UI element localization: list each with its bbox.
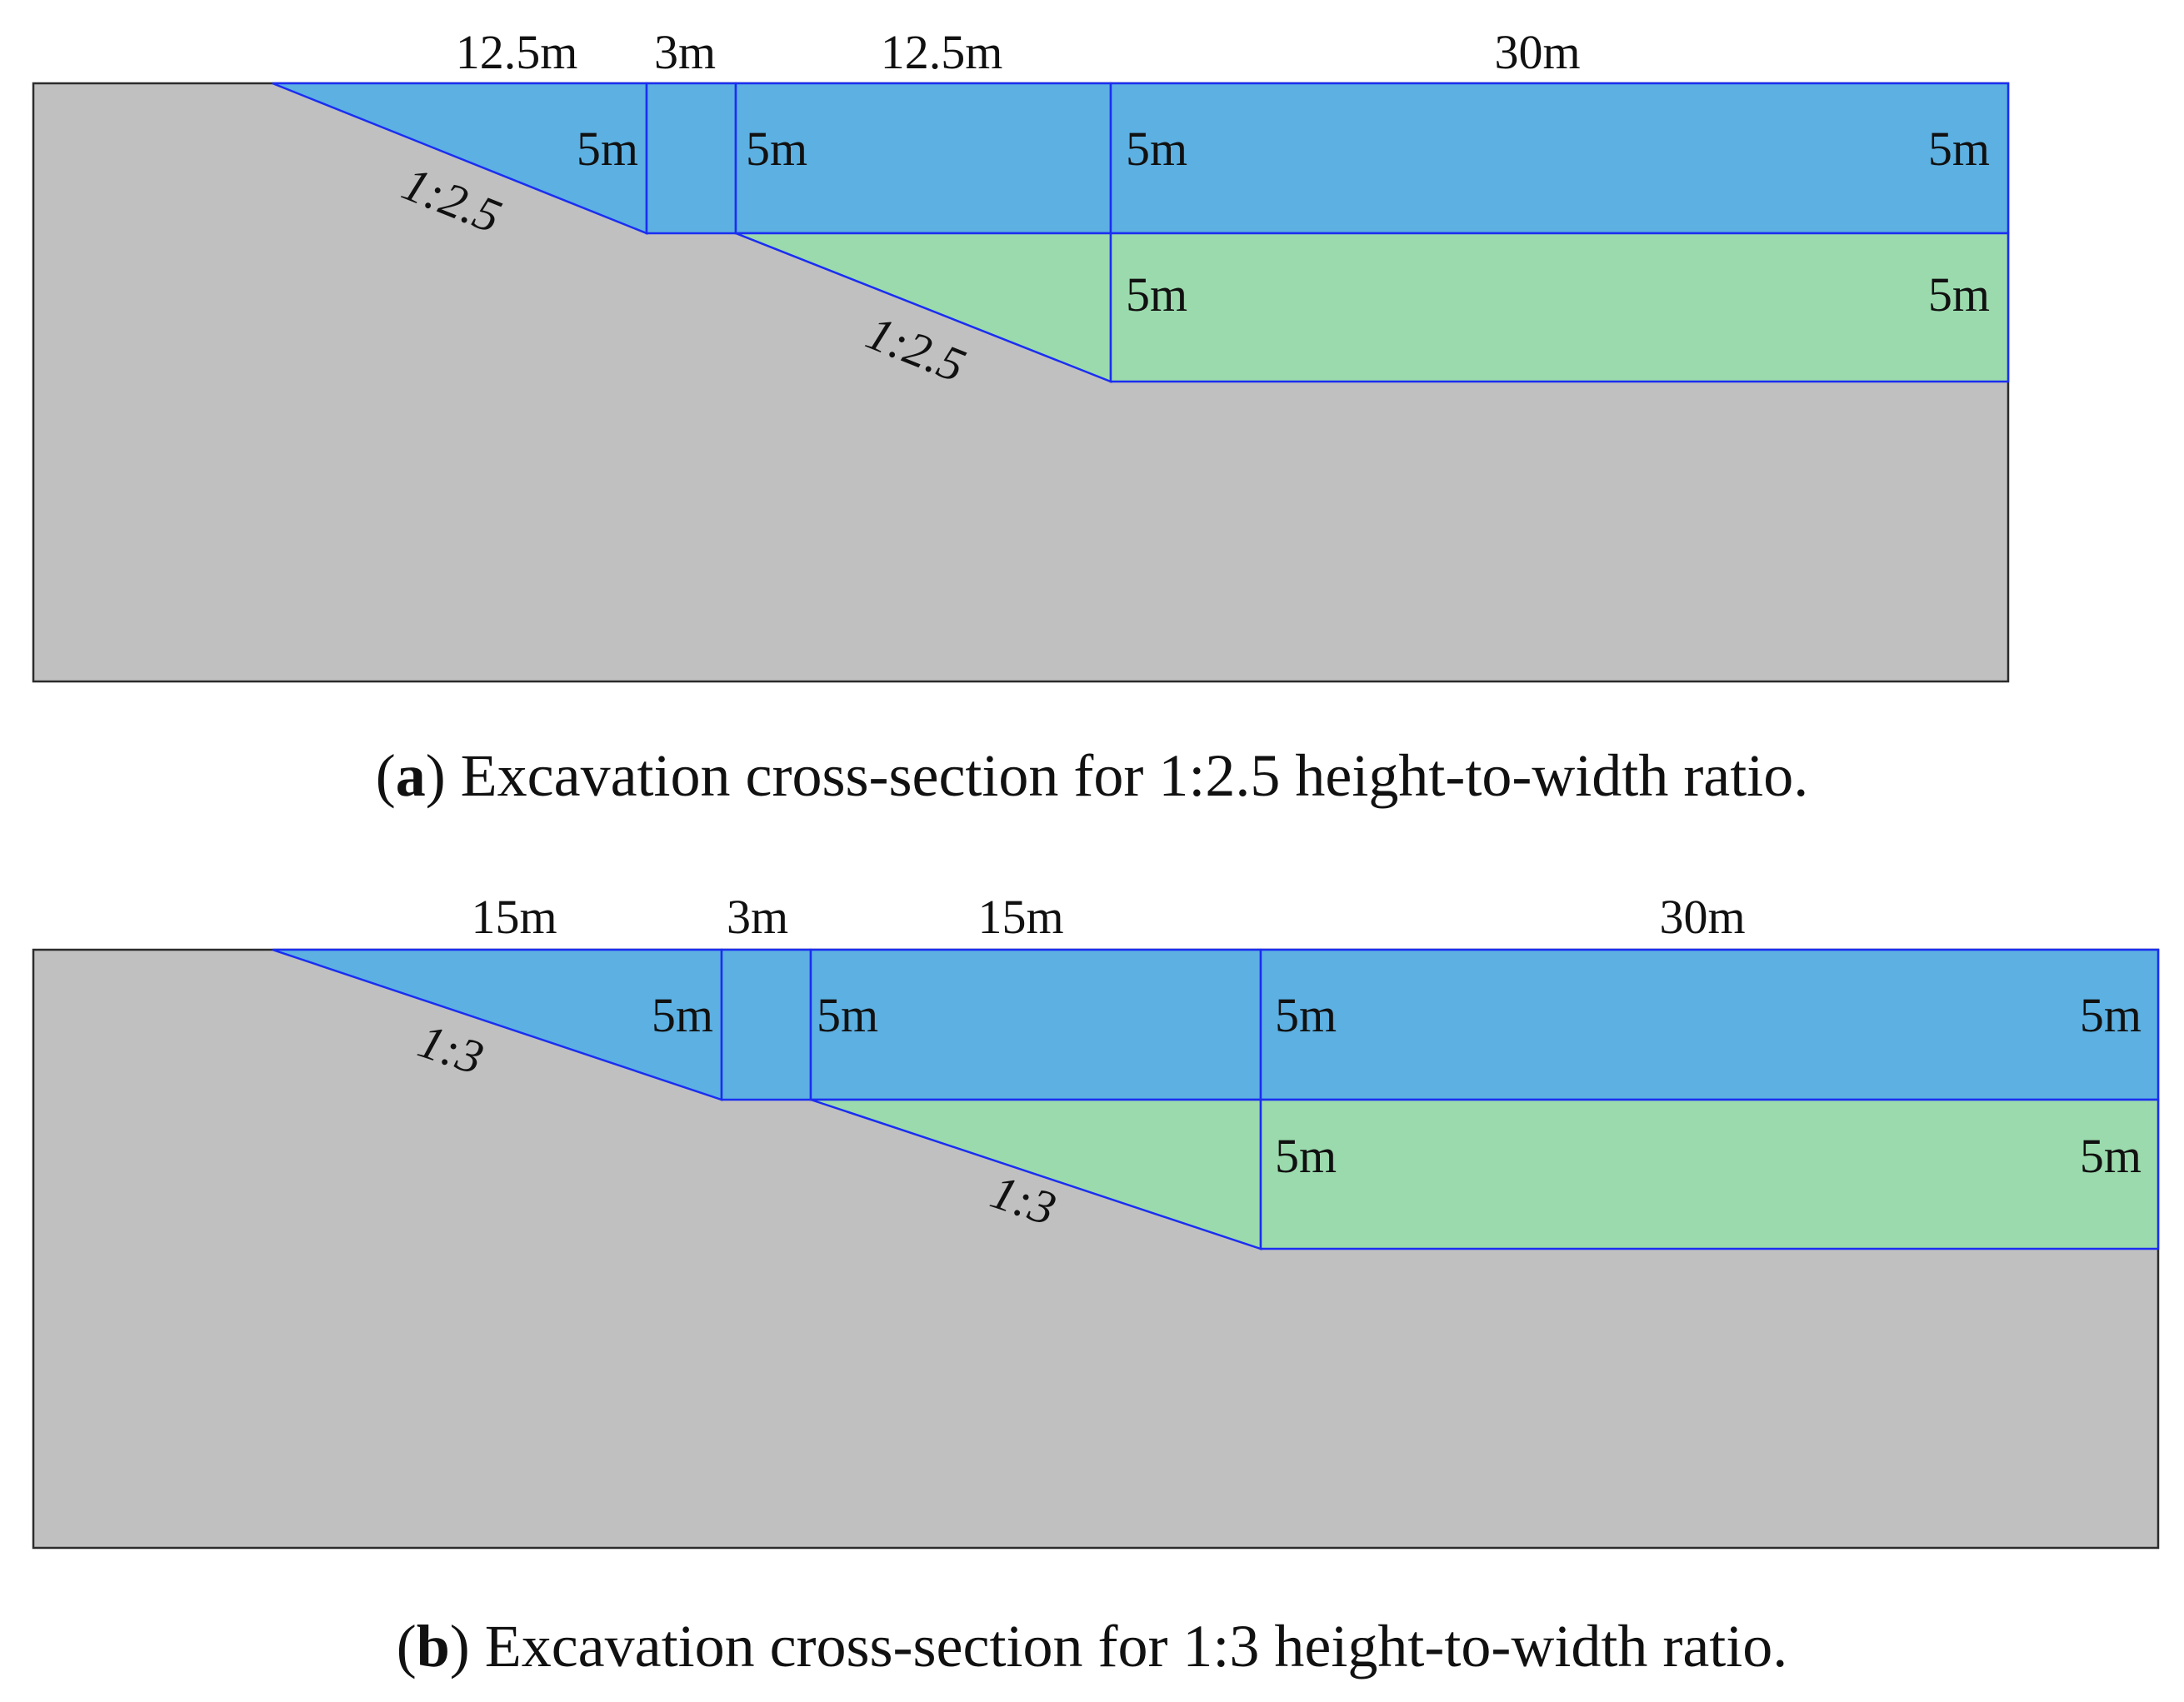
top-label-berm-b: 3m — [727, 890, 788, 944]
depth-label-block-left-bottom-a: 5m — [1126, 267, 1187, 322]
top-label-upper-slope-a: 12.5m — [456, 25, 578, 79]
upper-block-right-a — [1109, 82, 2010, 235]
lower-block-a — [1109, 232, 2010, 383]
caption-a-letter: a — [395, 742, 426, 809]
caption-a-open: ( — [375, 742, 396, 809]
top-label-lower-slope-b: 15m — [977, 890, 1063, 944]
caption-a: (a) Excavation cross-section for 1:2.5 h… — [0, 741, 2184, 811]
top-label-berm-a: 3m — [654, 25, 716, 79]
top-label-flat-b: 30m — [1659, 890, 1745, 944]
depth-label-block-right-top-a: 5m — [1928, 122, 1990, 176]
top-label-upper-slope-b: 15m — [471, 890, 557, 944]
caption-a-text: ) Excavation cross-section for 1:2.5 hei… — [425, 742, 1809, 809]
berm-block-b — [720, 948, 812, 1101]
depth-label-berm-right-a: 5m — [746, 122, 807, 176]
depth-label-block-right-top-b: 5m — [2080, 988, 2142, 1042]
top-label-lower-slope-a: 12.5m — [881, 25, 1003, 79]
caption-b-open: ( — [396, 1613, 417, 1680]
top-label-flat-a: 30m — [1494, 25, 1580, 79]
caption-b-letter: b — [416, 1613, 450, 1680]
depth-label-block-right-bottom-a: 5m — [1928, 267, 1990, 322]
depth-label-block-left-top-a: 5m — [1126, 122, 1187, 176]
cross-section-a: 12.5m 3m 12.5m 30m 5m 5m 5m 5m 5m 5m 1:2… — [32, 25, 2010, 683]
cross-section-b: 15m 3m 15m 30m 5m 5m 5m 5m 5m 5m 1:3 1:3 — [32, 890, 2160, 1550]
caption-b-text: ) Excavation cross-section for 1:3 heigh… — [449, 1613, 1788, 1680]
depth-label-berm-right-b: 5m — [817, 988, 878, 1042]
depth-label-upper-slope-b: 5m — [652, 988, 713, 1042]
upper-block-right-b — [1259, 948, 2160, 1101]
depth-label-block-left-top-b: 5m — [1275, 988, 1337, 1042]
caption-b: (b) Excavation cross-section for 1:3 hei… — [0, 1612, 2184, 1681]
lower-block-b — [1259, 1098, 2160, 1250]
depth-label-block-left-bottom-b: 5m — [1275, 1129, 1337, 1183]
depth-label-block-right-bottom-b: 5m — [2080, 1129, 2142, 1183]
berm-block-a — [645, 82, 737, 235]
depth-label-upper-slope-a: 5m — [577, 122, 638, 176]
